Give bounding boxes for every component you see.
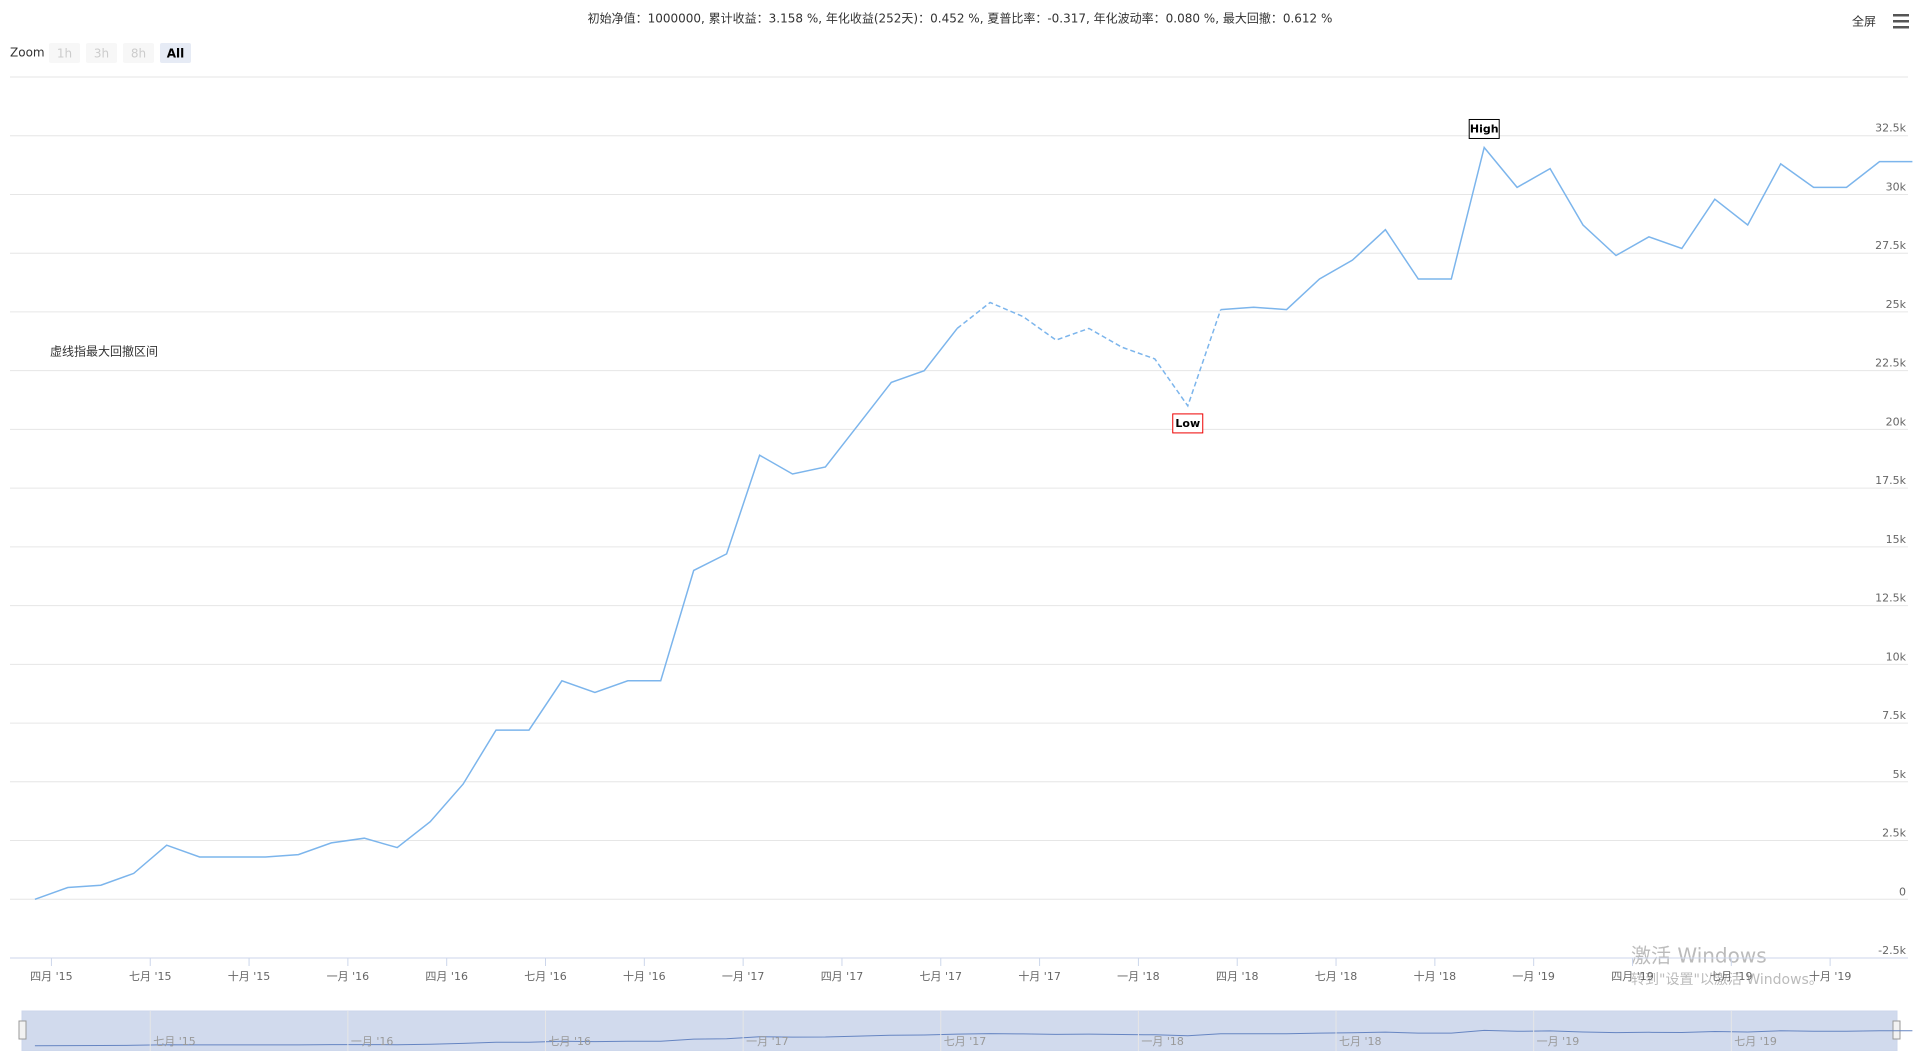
x-tick-label: 一月 '16 <box>327 970 370 983</box>
navigator-tick-label: 一月 '19 <box>1537 1035 1580 1048</box>
x-tick-label: 十月 '19 <box>1809 969 1852 983</box>
zoom-button[interactable] <box>123 43 154 63</box>
y-tick-label: 10k <box>1886 650 1907 663</box>
x-tick-label: 七月 '15 <box>129 970 172 983</box>
annotation-box <box>1468 118 1500 139</box>
navigator-tick-label: 七月 '19 <box>1734 1035 1777 1048</box>
navigator-tick-label: 一月 '18 <box>1141 1035 1184 1048</box>
annotation-box <box>1172 413 1204 434</box>
equity-line <box>956 301 1222 408</box>
navigator-tick-label: 七月 '16 <box>549 1035 592 1048</box>
navigator-handle[interactable] <box>1892 1020 1901 1040</box>
y-tick-label: 17.5k <box>1875 474 1906 487</box>
annotation-label: High <box>1470 122 1499 135</box>
x-tick-label: 七月 '17 <box>920 970 963 983</box>
y-tick-label: 0 <box>1899 885 1906 898</box>
x-tick-label: 十月 '15 <box>228 969 271 983</box>
x-tick-label: 一月 '17 <box>722 970 765 983</box>
y-tick-label: 15k <box>1886 533 1907 546</box>
y-tick-label: 25k <box>1886 298 1907 311</box>
navigator-tick-label: 七月 '17 <box>944 1035 987 1048</box>
x-tick-label: 四月 '18 <box>1216 970 1259 983</box>
equity-line <box>1220 145 1913 311</box>
chart-title: 初始净值：1000000, 累计收益：3.158 %, 年化收益(252天)：0… <box>588 11 1333 26</box>
x-tick-label: 十月 '17 <box>1018 969 1061 983</box>
annotation-label: Low <box>1175 417 1200 430</box>
navigator-tick-label: 七月 '18 <box>1339 1035 1382 1048</box>
zoom-button-label[interactable]: All <box>167 47 185 61</box>
zoom-button[interactable] <box>160 43 191 63</box>
y-tick-label: -2.5k <box>1878 944 1906 957</box>
navigator-tick-label: 一月 '17 <box>746 1035 789 1048</box>
navigator-handle[interactable] <box>18 1020 27 1040</box>
y-tick-label: 27.5k <box>1875 239 1906 252</box>
x-tick-label: 十月 '16 <box>623 969 666 983</box>
x-tick-label: 四月 '15 <box>30 970 73 983</box>
y-tick-label: 2.5k <box>1882 827 1906 840</box>
y-tick-label: 32.5k <box>1875 122 1906 135</box>
watermark-text: 转到"设置"以激活 Windows。 <box>1631 971 1823 988</box>
x-tick-label: 七月 '19 <box>1710 970 1753 983</box>
x-tick-label: 四月 '19 <box>1611 970 1654 983</box>
y-tick-label: 20k <box>1886 415 1907 428</box>
x-tick-label: 一月 '18 <box>1117 970 1160 983</box>
zoom-button[interactable] <box>86 43 117 63</box>
y-tick-label: 22.5k <box>1875 357 1906 370</box>
watermark-title: 激活 Windows <box>1631 944 1767 968</box>
x-tick-label: 十月 '18 <box>1414 969 1457 983</box>
zoom-button-label[interactable]: 1h <box>57 47 72 61</box>
chart-note: 虚线指最大回撤区间 <box>50 344 158 359</box>
x-tick-label: 一月 '19 <box>1512 970 1555 983</box>
fullscreen-button[interactable]: 全屏 <box>1852 14 1876 29</box>
zoom-button-label[interactable]: 8h <box>131 47 146 61</box>
y-tick-label: 7.5k <box>1882 709 1906 722</box>
equity-line <box>34 327 958 901</box>
navigator-tick-label: 七月 '15 <box>153 1035 196 1048</box>
y-tick-label: 5k <box>1893 768 1907 781</box>
x-tick-label: 七月 '16 <box>524 970 567 983</box>
zoom-label: Zoom <box>10 46 45 60</box>
zoom-button[interactable] <box>49 43 80 63</box>
menu-icon[interactable] <box>1893 14 1909 29</box>
zoom-button-label[interactable]: 3h <box>94 47 109 61</box>
y-tick-label: 30k <box>1886 180 1907 193</box>
x-tick-label: 四月 '16 <box>425 970 468 983</box>
x-tick-label: 四月 '17 <box>821 970 864 983</box>
navigator-tick-label: 一月 '16 <box>351 1035 394 1048</box>
x-tick-label: 七月 '18 <box>1315 970 1358 983</box>
y-tick-label: 12.5k <box>1875 592 1906 605</box>
